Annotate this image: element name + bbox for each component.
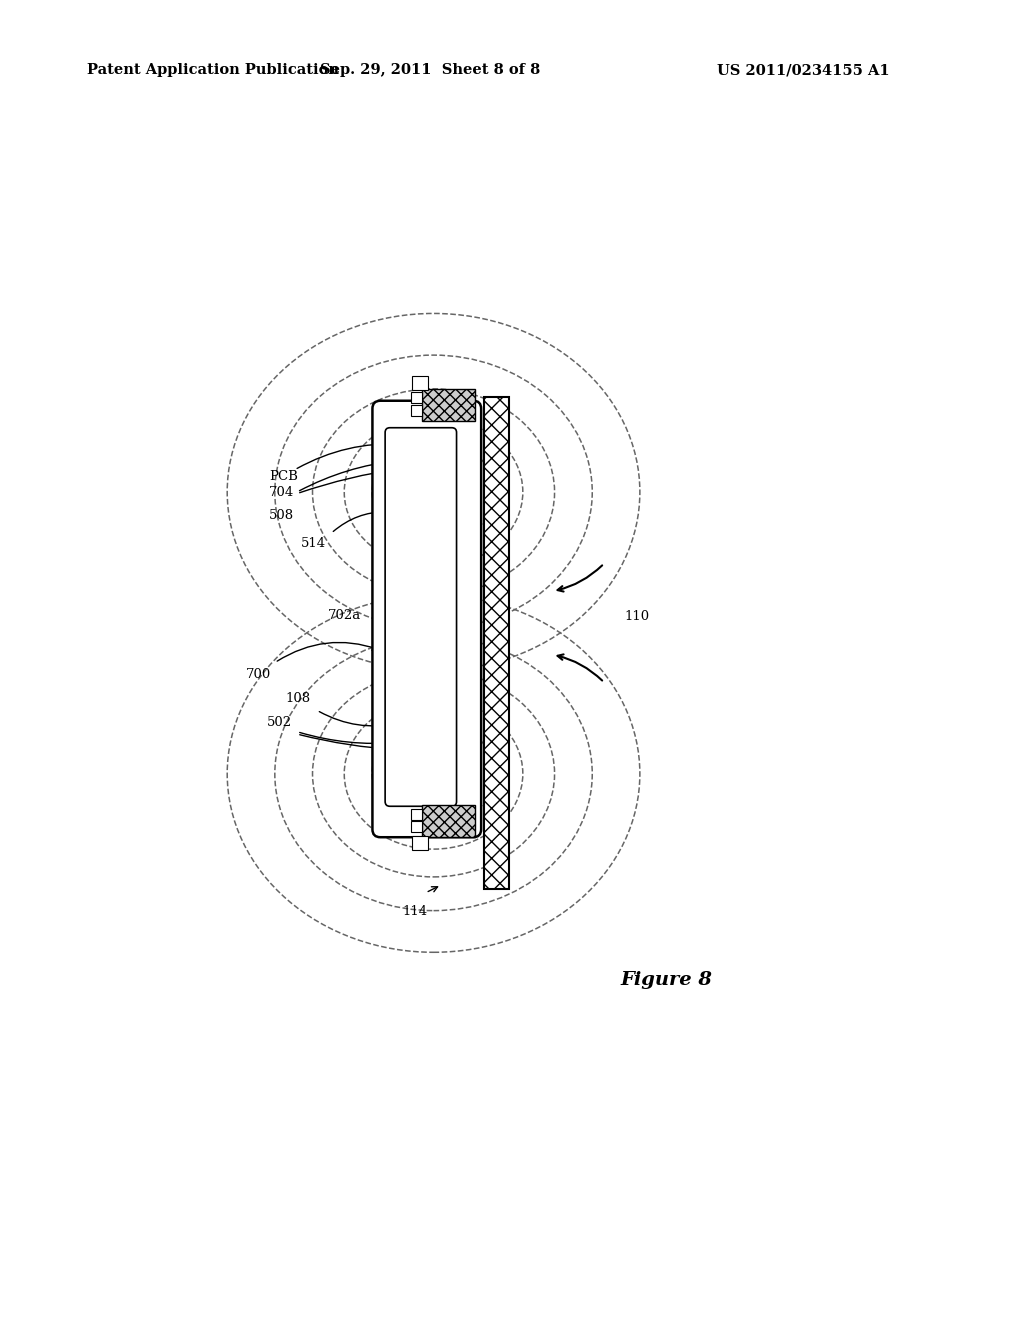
Text: 114: 114 — [402, 904, 428, 917]
Text: US 2011/0234155 A1: US 2011/0234155 A1 — [717, 63, 890, 78]
FancyBboxPatch shape — [373, 401, 481, 837]
Bar — [422, 805, 475, 837]
Text: 702b: 702b — [439, 609, 473, 622]
Text: 702a: 702a — [328, 609, 361, 622]
Text: 704: 704 — [269, 486, 295, 499]
Text: 110: 110 — [624, 610, 649, 623]
Text: Sep. 29, 2011  Sheet 8 of 8: Sep. 29, 2011 Sheet 8 of 8 — [319, 63, 541, 78]
Bar — [411, 392, 422, 403]
Text: Patent Application Publication: Patent Application Publication — [87, 63, 339, 78]
Bar — [411, 405, 422, 416]
FancyBboxPatch shape — [385, 428, 457, 807]
Bar — [411, 809, 422, 820]
Bar — [422, 389, 475, 421]
Text: 514: 514 — [301, 537, 326, 550]
Bar — [412, 836, 428, 850]
Bar — [483, 397, 509, 888]
Bar — [399, 445, 445, 789]
Bar — [411, 821, 422, 833]
Text: PCB: PCB — [269, 470, 298, 483]
Text: 700: 700 — [246, 668, 270, 681]
Text: 508: 508 — [269, 510, 294, 523]
Text: Figure 8: Figure 8 — [620, 972, 712, 989]
Text: 502: 502 — [267, 715, 292, 729]
Bar — [412, 376, 428, 391]
Text: 108: 108 — [285, 692, 310, 705]
